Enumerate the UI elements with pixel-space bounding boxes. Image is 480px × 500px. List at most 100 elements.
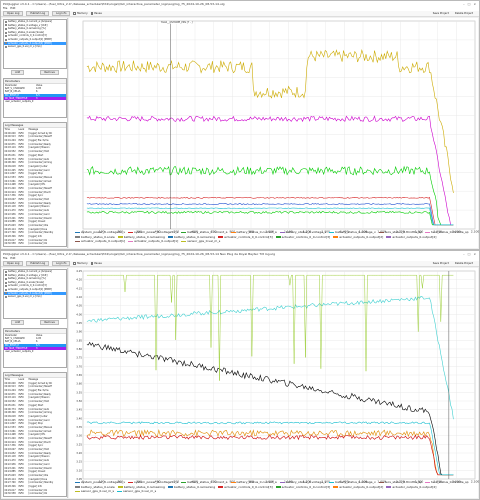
log-row[interactable]: 00:03.119 INFO [navigator] Mission xyxy=(4,396,66,400)
log-row[interactable]: 00:00.513 INFO [commander] Takeoff xyxy=(4,135,66,139)
topic-item[interactable]: battery_status_0.voltage_v [Volt] xyxy=(4,274,66,278)
checkbox-icon[interactable] xyxy=(5,45,7,48)
topic-item[interactable]: actuator_outputs_0.output[2] [PWM] xyxy=(4,41,66,46)
log-row[interactable]: 00:26.114 INFO [navigator] Done xyxy=(4,228,66,232)
log-row[interactable]: 00:19.652 INFO [commander] Ready xyxy=(4,202,66,206)
parameters-table[interactable]: Parameters Parameter Value BAT_V_CHARGED 4.… xyxy=(3,328,67,368)
log-row[interactable]: 00:03.119 INFO [navigator] Mission xyxy=(4,146,66,150)
log-row[interactable]: 00:04.552 INFO [commander] Hold xyxy=(4,400,66,404)
log-row[interactable]: 00:16.914 INFO [commander] Posctl xyxy=(4,191,66,195)
delete-project-button[interactable]: Delete Project xyxy=(454,12,473,15)
delete-project-button[interactable]: Delete Project xyxy=(454,262,473,265)
log-row[interactable]: 00:11.807 INFO [logger] Stop xyxy=(4,422,66,426)
log-row[interactable]: 00:10.245 INFO [commander] Land xyxy=(4,169,66,173)
legend-item[interactable]: battery_status_0.voltage_v xyxy=(329,230,376,234)
param-row[interactable]: BAT_N_CELLS 6 xyxy=(4,90,66,94)
log-row[interactable]: 00:22.936 INFO [commander] Land xyxy=(4,463,66,467)
legend-item[interactable]: battery_status_0.voltage_v xyxy=(279,480,326,484)
log-row[interactable]: 00:09.018 INFO [navigator] Loiter xyxy=(4,165,66,169)
legend-item[interactable]: battery_status_0.current_a xyxy=(230,230,277,234)
log-row[interactable]: 00:28.326 INFO [logger] Info xyxy=(4,485,66,489)
log-row[interactable]: 00:24.885 INFO [logger] Closed xyxy=(4,470,66,474)
maximize-icon[interactable]: □ xyxy=(467,2,471,6)
menu-edit[interactable]: Edit xyxy=(10,7,16,10)
legend-item[interactable]: tecs_status_0.throttle_sp xyxy=(378,480,422,484)
log-row[interactable]: 00:22.936 INFO [commander] Land xyxy=(4,213,66,217)
topic-item[interactable]: battery_status_0.remaining [%] xyxy=(4,27,66,31)
log-info-button[interactable]: Log Info xyxy=(52,11,71,16)
legend-item[interactable]: actuator_controls_0_0.control[3] xyxy=(218,235,273,239)
param-row[interactable]: BAT_V_CHARGED 4.05 xyxy=(4,337,66,341)
log-row[interactable]: 00:19.652 INFO [commander] Ready xyxy=(4,452,66,456)
topic-item[interactable]: actuator_outputs_0.output[2] [PWM] xyxy=(4,291,66,296)
legend-item[interactable]: system_power_0.voltage5v_v xyxy=(75,480,125,484)
open-log-button[interactable]: Open Log xyxy=(3,261,24,266)
log-row[interactable]: 00:21.470 INFO [commander] Auto xyxy=(4,459,66,463)
legend-item[interactable]: actuator_outputs_0.output[2] xyxy=(333,235,383,239)
topic-list[interactable]: battery_status_0.current_a [Ampere] batte… xyxy=(3,269,67,319)
log-row[interactable]: 00:13.061 INFO [commander] Armed xyxy=(4,430,66,434)
log-row[interactable]: 00:00.000 INFO [logger] Armed by RC xyxy=(4,132,66,136)
log-row[interactable]: 00:06.774 INFO [commander] Auto xyxy=(4,158,66,162)
log-row[interactable]: 00:16.914 INFO [commander] Posctl xyxy=(4,441,66,445)
log-row[interactable]: 00:12.553 INFO [commander] Manual xyxy=(4,426,66,430)
legend-item[interactable]: tecs_status_0.throttle_sp xyxy=(425,230,469,234)
log-row[interactable]: 00:14.498 INFO [navigator] RTL xyxy=(4,433,66,437)
publish-log-button[interactable]: Publish Log xyxy=(26,261,50,266)
log-row[interactable]: 00:13.061 INFO [commander] Armed xyxy=(4,180,66,184)
topic-item[interactable]: actuator_outputs_0.output[1] [PWM] xyxy=(4,38,66,42)
log-row[interactable]: 00:26.114 INFO [navigator] Done xyxy=(4,478,66,482)
plot-canvas[interactable]: 0 100 200 300 400 500 600 700 800 900 1,000 1,100 1,… xyxy=(69,18,479,250)
log-row[interactable]: 00:29.017 INFO [commander] Ok xyxy=(4,239,66,243)
checkbox-icon[interactable] xyxy=(5,27,7,30)
maximize-icon[interactable]: □ xyxy=(467,252,471,256)
checkbox-icon[interactable] xyxy=(5,42,7,45)
legend-item[interactable]: system_power_0.voltage5v_v xyxy=(128,480,178,484)
log-row[interactable]: 00:05.031 INFO [logger] Start xyxy=(4,154,66,158)
topic-item[interactable]: sensor_gps_0.vel_m_s [m/s] xyxy=(4,295,66,299)
log-row[interactable]: 00:04.552 INFO [commander] Hold xyxy=(4,150,66,154)
legend-item[interactable]: actuator_outputs_0.output[2] xyxy=(333,485,383,489)
checkbox-icon[interactable] xyxy=(5,288,7,291)
legend-item[interactable]: system_power_0.voltage5v_v xyxy=(128,230,178,234)
legend-item[interactable]: actuator_outputs_0.output[1] xyxy=(128,239,178,243)
minimize-icon[interactable]: – xyxy=(463,252,465,256)
checkbox-icon[interactable] xyxy=(5,285,7,288)
add-button[interactable]: Add xyxy=(11,70,25,75)
checkbox-icon[interactable] xyxy=(5,295,7,298)
topic-item[interactable]: actuator_controls_0_0.control[3] xyxy=(4,34,66,38)
legend-item[interactable]: battery_status_0.current_a xyxy=(230,480,277,484)
checkbox-icon[interactable] xyxy=(5,20,7,23)
log-row[interactable]: 00:30.558 INFO [commander] Ok xyxy=(4,242,66,246)
param-row[interactable]: RC_MAP_THROTTLE 3 xyxy=(4,346,66,350)
checkbox-icon[interactable] xyxy=(5,292,7,295)
topic-list[interactable]: battery_status_0.current_a [Ampere] batte… xyxy=(3,19,67,69)
log-row[interactable]: 00:08.390 INFO [commander] Arming xyxy=(4,161,66,165)
param-row[interactable]: user_actuator_outputs_0 xyxy=(4,99,66,104)
param-row[interactable]: MC_PITCH_P 6.5 xyxy=(4,93,66,97)
legend-item[interactable]: battery_status_0.current_a xyxy=(181,230,228,234)
checkbox-icon[interactable] xyxy=(5,277,7,280)
legend-item[interactable]: sensor_gps_0.vel_m_s xyxy=(181,239,220,243)
checkbox-icon[interactable] xyxy=(5,270,7,273)
pause-checkbox[interactable]: Pause xyxy=(90,262,102,265)
legend-item[interactable]: sensor_gps_0.vel_m_s xyxy=(75,489,114,493)
log-row[interactable]: 00:12.553 INFO [commander] Manual xyxy=(4,176,66,180)
legend-item[interactable]: tecs_status_0.throttle_sp xyxy=(378,230,422,234)
log-row[interactable]: 00:27.790 INFO [commander] Standby xyxy=(4,481,66,485)
topic-item[interactable]: battery_status_0.current_a [Ampere] xyxy=(4,270,66,274)
log-row[interactable]: 00:00.000 INFO [logger] Armed by RC xyxy=(4,382,66,386)
log-row[interactable]: 00:09.018 INFO [navigator] Loiter xyxy=(4,415,66,419)
log-row[interactable]: 00:14.498 INFO [navigator] RTL xyxy=(4,183,66,187)
legend-item[interactable]: battery_status_0.voltage_v xyxy=(279,230,326,234)
legend-item[interactable]: actuator_outputs_0.output[2] xyxy=(386,485,436,489)
checkbox-icon[interactable] xyxy=(5,35,7,38)
log-row[interactable]: 00:10.245 INFO [commander] Land xyxy=(4,419,66,423)
topic-item[interactable]: battery_status_0.remaining [%] xyxy=(4,277,66,281)
pause-checkbox[interactable]: Pause xyxy=(90,12,102,15)
legend-item[interactable]: battery_status_0.remaining xyxy=(117,235,165,239)
close-icon[interactable]: × xyxy=(473,2,476,6)
minimize-icon[interactable]: – xyxy=(463,2,465,6)
log-row[interactable]: 00:29.017 INFO [commander] Ok xyxy=(4,489,66,493)
log-row[interactable]: 00:18.007 INFO [commander] Hold xyxy=(4,448,66,452)
